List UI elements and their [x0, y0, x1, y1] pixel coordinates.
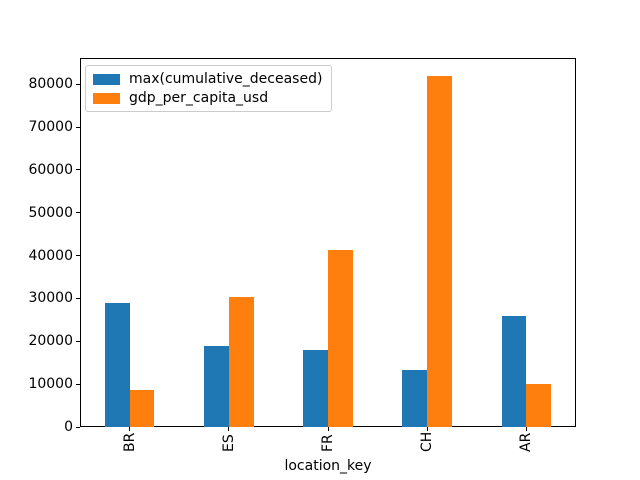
y-tick-label: 50000 [28, 204, 73, 221]
y-tick-label: 70000 [28, 119, 73, 135]
x-tick-label: AR [518, 432, 535, 452]
x-tick-mark [327, 427, 329, 431]
x-tick-mark [426, 427, 428, 431]
x-tick-label: BR [121, 432, 138, 452]
y-tick-label: 20000 [28, 333, 73, 350]
legend-swatch-orange-icon [93, 92, 120, 104]
legend-item-series-1: gdp_per_capita_usd [93, 90, 322, 106]
y-tick-label: 0 [64, 419, 73, 435]
x-tick-mark [525, 427, 527, 431]
legend: max(cumulative_deceased) gdp_per_capita_… [85, 65, 333, 112]
x-tick-mark [129, 427, 131, 431]
y-tick-label: 80000 [28, 76, 73, 93]
y-tick-label: 40000 [28, 247, 73, 264]
legend-label-series-0: max(cumulative_deceased) [129, 71, 323, 87]
legend-item-series-0: max(cumulative_deceased) [93, 71, 322, 87]
y-tick-label: 10000 [28, 376, 73, 393]
legend-swatch-blue-icon [93, 73, 120, 85]
y-tick-label: 30000 [28, 290, 73, 307]
x-tick-label: CH [419, 431, 436, 452]
x-tick-label: ES [220, 434, 237, 452]
y-tick-label: 60000 [28, 161, 73, 178]
plot-area [80, 58, 576, 427]
x-tick-label: FR [320, 434, 336, 452]
legend-label-series-1: gdp_per_capita_usd [129, 90, 269, 106]
x-tick-mark [228, 427, 230, 431]
x-axis-label: location_key [284, 458, 372, 474]
